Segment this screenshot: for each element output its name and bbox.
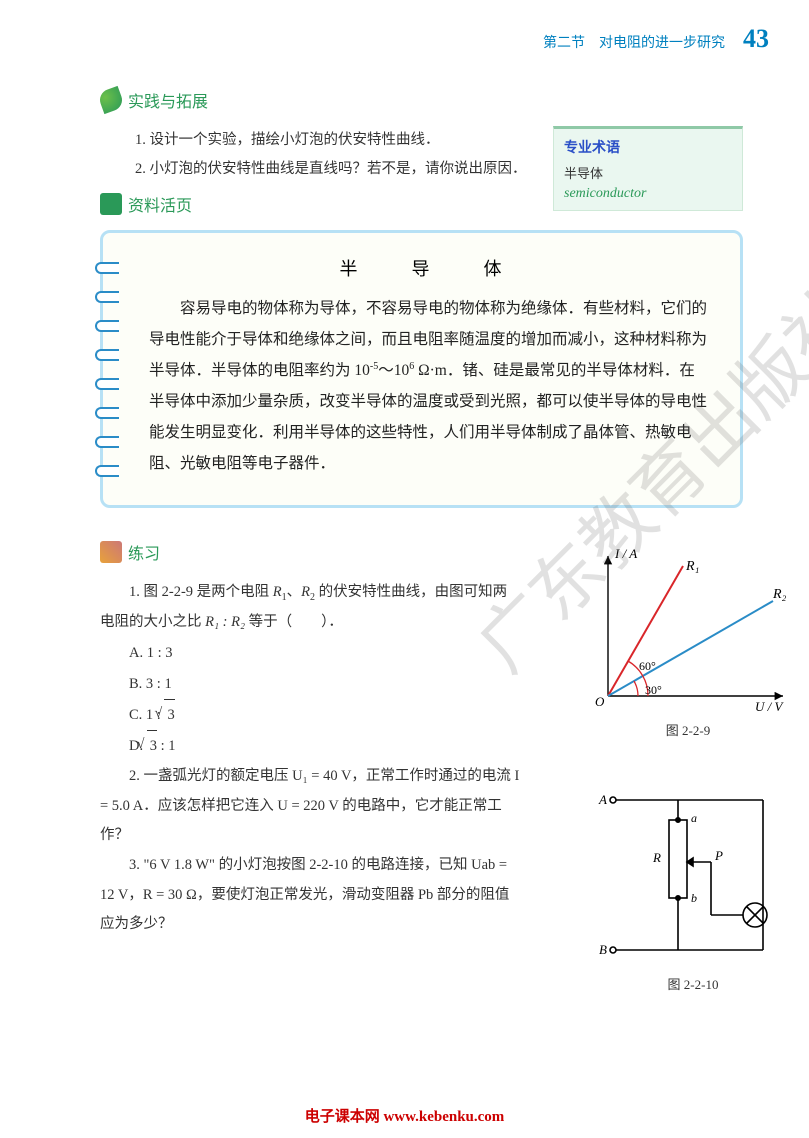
exercise-section: 练习 1. 图 2-2-9 是两个电阻 R1、R2 的伏安特性曲线，由图可知两电… (100, 540, 743, 940)
option-d: D. 3 : 1 (129, 730, 520, 761)
card-body: 容易导电的物体称为导体，不容易导电的物体称为绝缘体．有些材料，它们的导电性能介于… (149, 293, 710, 479)
label-P: P (714, 848, 723, 863)
term-en: semiconductor (564, 186, 732, 202)
practice-title: 实践与拓展 (100, 88, 743, 112)
option-a: A. 1 : 3 (129, 638, 520, 668)
label-A: A (598, 792, 607, 807)
term-zh: 半导体 (564, 163, 732, 182)
footer: 电子课本网 www.kebenku.com (0, 1105, 809, 1126)
arc-30 (634, 681, 638, 696)
note-card: 半 导 体 容易导电的物体称为导体，不容易导电的物体称为绝缘体．有些材料，它们的… (100, 230, 743, 508)
r2-label: R₂ (772, 587, 787, 602)
pencil-icon (100, 541, 122, 563)
term-box-label: 专业术语 (564, 137, 732, 157)
page-header: 第二节 对电阻的进一步研究 43 (0, 0, 809, 54)
option-c: C. 1 : 3 (129, 699, 520, 730)
document-icon (100, 193, 122, 215)
origin-label: O (595, 694, 605, 709)
fig-2210-caption: 图 2-2-10 (593, 974, 793, 993)
x-axis-label: U / V (755, 699, 785, 714)
r1-label: R₁ (685, 559, 699, 574)
angle-30-label: 30° (645, 683, 662, 697)
card-title: 半 导 体 (149, 255, 710, 281)
label-b: b (691, 891, 697, 905)
footer-url: www.kebenku.com (380, 1109, 505, 1125)
label-B: B (599, 942, 607, 957)
terminology-box: 专业术语 半导体 semiconductor (553, 126, 743, 211)
figure-2-2-9: O I / A U / V R₁ R₂ 60° 30° 图 2-2-9 (583, 546, 793, 739)
line-r1 (608, 566, 683, 696)
figure-2-2-10: A B a b P R 图 2-2-10 (593, 780, 793, 993)
angle-60-label: 60° (639, 659, 656, 673)
label-a: a (691, 811, 697, 825)
resource-title-text: 资料活页 (128, 192, 192, 216)
footer-site-name: 电子课本网 (305, 1109, 380, 1125)
option-b: B. 3 : 1 (129, 669, 520, 699)
page-number: 43 (743, 24, 769, 54)
fig-229-caption: 图 2-2-9 (583, 720, 793, 739)
q1-options: A. 1 : 3 B. 3 : 1 C. 1 : 3 D. 3 : 1 (129, 638, 520, 762)
exercise-body: 1. 图 2-2-9 是两个电阻 R1、R2 的伏安特性曲线，由图可知两电阻的大… (100, 578, 520, 940)
practice-title-text: 实践与拓展 (128, 88, 208, 112)
label-R: R (652, 850, 661, 865)
line-r2 (608, 601, 773, 696)
exercise-q1: 1. 图 2-2-9 是两个电阻 R1、R2 的伏安特性曲线，由图可知两电阻的大… (100, 578, 520, 638)
y-axis-label: I / A (614, 546, 637, 561)
exercise-q2: 2. 一盏弧光灯的额定电压 U₁ = 40 V，正常工作时通过的电流 I = 5… (100, 762, 520, 851)
spiral-binding-icon (95, 253, 119, 485)
leaf-icon (97, 86, 125, 114)
exercise-title-text: 练习 (128, 540, 160, 564)
exercise-q3: 3. "6 V 1.8 W" 的小灯泡按图 2-2-10 的电路连接，已知 Ua… (100, 851, 520, 940)
section-label: 第二节 对电阻的进一步研究 (543, 32, 725, 52)
